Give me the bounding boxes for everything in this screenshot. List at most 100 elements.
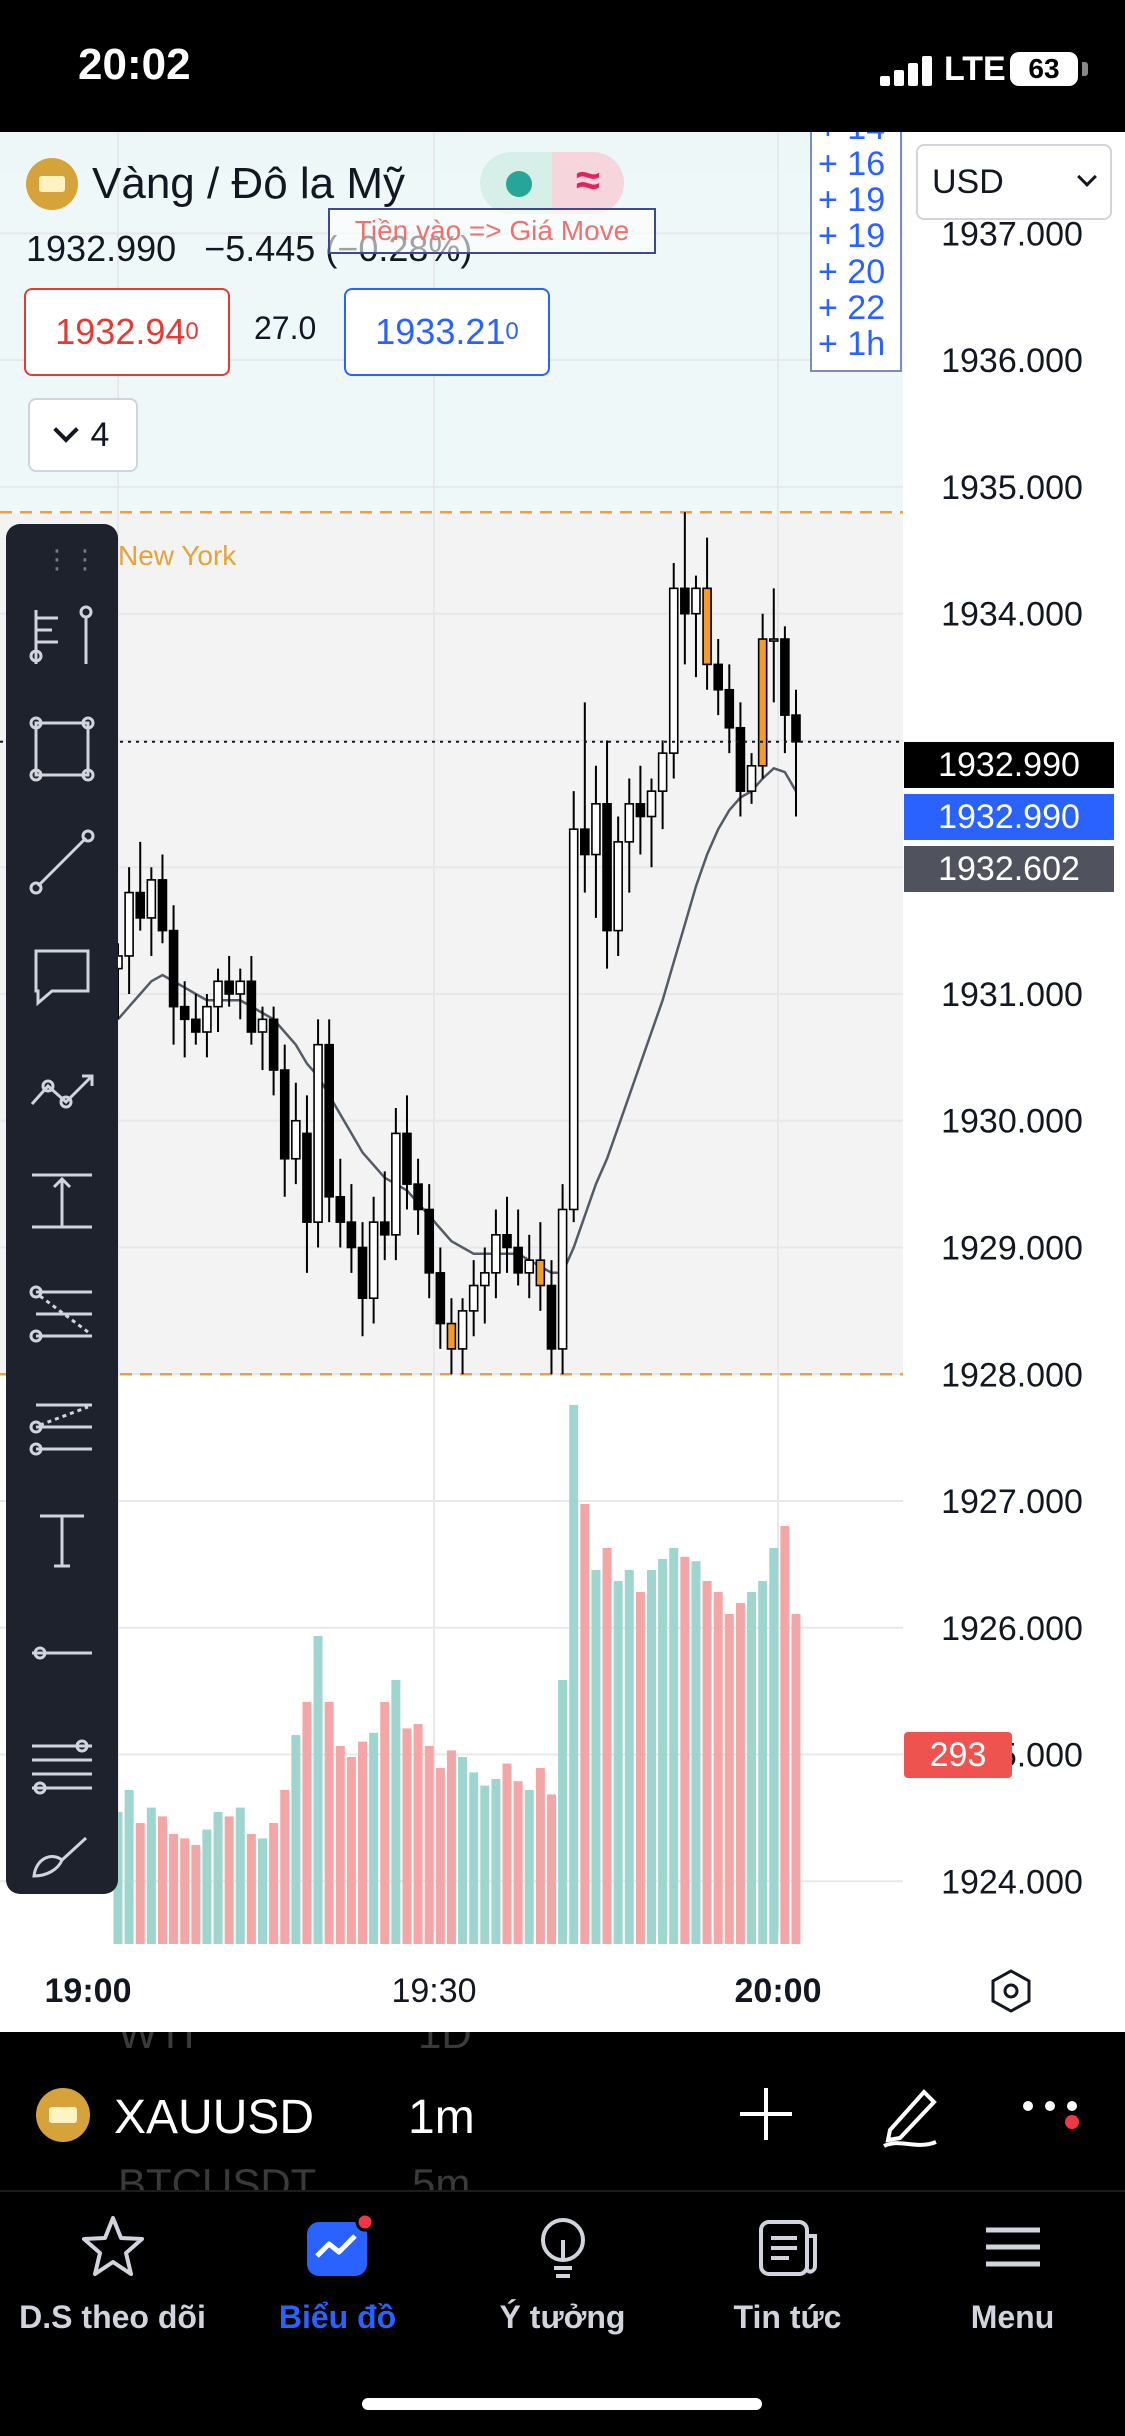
candle [680, 512, 690, 665]
candle [313, 1019, 323, 1248]
volume-bar [402, 1728, 412, 1944]
candle-body [479, 1272, 490, 1287]
gold-icon [26, 158, 78, 210]
volume-bar [169, 1834, 179, 1944]
tab-label: Tin tức [733, 2299, 842, 2335]
volume-bars [113, 1405, 801, 1944]
candle [635, 765, 646, 855]
candle [646, 778, 657, 868]
measure-icon[interactable] [22, 1161, 102, 1241]
symbol-picker[interactable]: XAUUSD [114, 2091, 315, 2144]
candle-body [680, 587, 690, 615]
candle [502, 1196, 512, 1273]
volume-bar [380, 1702, 390, 1944]
time-axis-ticks: 19:00 19:30 20:00 [45, 1972, 822, 2010]
fib-retracement-icon[interactable] [22, 1274, 102, 1354]
candle-body [468, 1284, 479, 1312]
buy-button[interactable]: 1933.21 0 [344, 288, 550, 376]
status-bar: 20:02 LTE 63 [0, 0, 1125, 132]
candle [591, 765, 601, 918]
tab-news[interactable]: Tin tức [675, 2212, 900, 2362]
home-indicator [362, 2398, 762, 2410]
horizontal-line-icon[interactable] [22, 1613, 102, 1693]
fib-extension-icon[interactable] [22, 1387, 102, 1467]
price-tick-label: 1929.000 [941, 1229, 1083, 1267]
volume-bar [235, 1807, 245, 1944]
ghost-symbol-above: WTI [118, 2032, 195, 2057]
chart-area[interactable]: 1937.0001936.0001935.0001934.0001932.000… [0, 132, 1125, 2032]
more-icon[interactable] [1020, 2092, 1084, 2132]
star-icon [81, 2216, 144, 2276]
ma-line [117, 766, 798, 1275]
tab-menu[interactable]: Menu [900, 2212, 1125, 2362]
candle-body [602, 803, 612, 932]
volume-tag: 293 [904, 1732, 1012, 1778]
candle-body [435, 1272, 446, 1325]
time-list-item: + 19 [818, 217, 886, 255]
tab-watchlist[interactable]: D.S theo dõi [0, 2212, 225, 2362]
volume-bar [224, 1816, 234, 1944]
text-icon[interactable] [22, 1500, 102, 1580]
volume-bar [480, 1785, 490, 1944]
moving-average [117, 766, 798, 1275]
parallel-channel-icon[interactable] [22, 1726, 102, 1806]
volume-bar [413, 1724, 423, 1944]
path-icon[interactable] [22, 1048, 102, 1128]
candle [691, 575, 701, 678]
market-status-pill[interactable]: ≈ [480, 152, 624, 214]
tab-chart[interactable]: Biểu đồ [225, 2212, 450, 2362]
candle-body [346, 1221, 357, 1249]
menu-icon [985, 2227, 1040, 2267]
candle-body [613, 841, 623, 932]
candle [768, 588, 779, 703]
candle-body [746, 765, 757, 792]
news-icon [758, 2220, 817, 2276]
symbol-header[interactable]: Vàng / Đô la Mỹ [26, 154, 405, 214]
volume-bar [435, 1768, 445, 1944]
candle-body [191, 1018, 201, 1033]
candle [413, 1158, 423, 1235]
trend-tools-icon[interactable] [22, 596, 102, 676]
tab-label: Biểu đồ [278, 2299, 397, 2335]
signal-icon [880, 54, 940, 86]
rectangle-icon[interactable] [22, 709, 102, 789]
candle-body [279, 1069, 290, 1160]
price-chart[interactable]: 1937.0001936.0001935.0001934.0001932.000… [0, 132, 1125, 2032]
callout-icon[interactable] [22, 935, 102, 1015]
time-list-item: + 19 [818, 181, 886, 219]
symbol-title[interactable]: Vàng / Đô la Mỹ [92, 159, 406, 208]
plus-icon[interactable] [734, 2082, 798, 2146]
candle [368, 1196, 379, 1324]
candle-body [213, 980, 223, 1008]
indicators-toggle-button[interactable]: 4 [28, 398, 138, 472]
currency-select[interactable]: USD [916, 144, 1112, 220]
candle [202, 993, 212, 1058]
network-type: LTE [944, 50, 1006, 88]
tab-ideas[interactable]: Ý tưởng [450, 2212, 675, 2362]
candle-body [235, 980, 246, 995]
drag-handle-icon[interactable]: ⋮⋮ [44, 544, 100, 574]
wave-icon[interactable]: ≈ [552, 152, 624, 214]
candle [580, 702, 590, 893]
overlay-label[interactable]: Tiền vào => Giá Move [328, 208, 656, 254]
candle-body [168, 929, 179, 1008]
interval-picker[interactable]: 1m [408, 2091, 475, 2144]
pen-icon[interactable] [876, 2076, 948, 2148]
price-tick-label: 1936.000 [941, 342, 1083, 380]
candle-body [524, 1259, 535, 1274]
volume-bar [513, 1781, 523, 1944]
line-icon[interactable] [22, 822, 102, 902]
candle [335, 1158, 346, 1248]
bid-price: 1932.94 [55, 311, 186, 352]
volume-bar [735, 1603, 745, 1944]
candle [557, 1184, 568, 1375]
candle [735, 702, 746, 817]
candle-body [291, 1119, 301, 1160]
brush-icon[interactable] [22, 1814, 102, 1894]
sell-button[interactable]: 1932.94 0 [24, 288, 230, 376]
candle-body [713, 663, 723, 691]
battery-icon: 63 [1010, 52, 1078, 86]
candle-body [580, 828, 590, 856]
candle-body [302, 1132, 312, 1223]
hexagon-settings-icon[interactable] [988, 1968, 1034, 2014]
